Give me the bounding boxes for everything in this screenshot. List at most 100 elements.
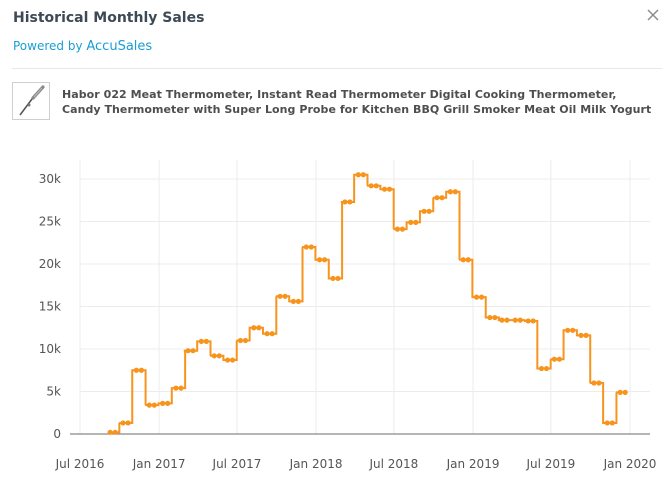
- data-point: [242, 337, 249, 344]
- data-point: [303, 244, 309, 250]
- product-name: Habor 022 Meat Thermometer, Instant Read…: [62, 88, 652, 116]
- y-tick-label: 0: [53, 427, 61, 441]
- meat-thermometer-icon: [19, 85, 45, 116]
- data-point: [399, 226, 406, 232]
- close-icon[interactable]: [644, 6, 662, 24]
- data-point: [282, 293, 288, 299]
- data-point: [609, 420, 615, 426]
- x-tick-label: Jan 2018: [289, 457, 343, 471]
- data-point: [237, 337, 244, 344]
- data-point: [551, 356, 557, 362]
- data-point: [112, 429, 118, 435]
- data-point: [530, 318, 536, 324]
- data-point: [386, 186, 393, 192]
- x-tick-label: Jul 2016: [55, 457, 105, 471]
- data-point: [381, 186, 388, 192]
- data-point: [570, 327, 576, 333]
- data-point: [460, 257, 466, 263]
- data-point: [426, 208, 432, 214]
- data-point: [198, 338, 204, 344]
- data-point: [538, 365, 545, 372]
- data-point: [512, 317, 518, 323]
- data-point: [596, 380, 602, 386]
- data-point: [190, 348, 196, 354]
- data-point: [216, 353, 222, 359]
- data-point: [617, 389, 623, 395]
- data-point: [478, 294, 485, 300]
- data-point: [330, 275, 336, 282]
- data-point: [269, 331, 275, 337]
- data-point: [107, 429, 113, 435]
- data-point: [452, 189, 458, 195]
- data-point: [125, 420, 131, 426]
- data-point: [335, 275, 341, 282]
- y-tick-label: 15k: [39, 300, 61, 314]
- x-tick-label: Jul 2017: [212, 457, 262, 471]
- x-tick-label: Jan 2017: [132, 457, 186, 471]
- data-point: [556, 356, 562, 362]
- powered-by-label: Powered by: [13, 39, 87, 53]
- data-point: [322, 257, 328, 263]
- data-point: [120, 420, 126, 426]
- data-point: [151, 402, 157, 408]
- data-point: [583, 332, 589, 338]
- data-point: [408, 219, 414, 225]
- powered-by: Powered by AccuSales: [13, 39, 152, 54]
- data-point: [368, 183, 374, 189]
- data-point: [347, 199, 353, 205]
- x-tick-label: Jul 2018: [368, 457, 418, 471]
- data-point: [504, 317, 510, 323]
- data-point: [185, 348, 191, 354]
- dialog-title: Historical Monthly Sales: [13, 10, 205, 26]
- y-tick-label: 30k: [39, 172, 61, 186]
- data-point: [173, 385, 179, 391]
- data-point: [434, 195, 440, 201]
- data-point: [578, 332, 584, 338]
- x-tick-label: Jul 2019: [525, 457, 575, 471]
- data-point: [256, 325, 262, 331]
- y-tick-label: 20k: [39, 257, 61, 271]
- data-point: [308, 244, 314, 250]
- data-point: [543, 365, 550, 372]
- x-tick-label: Jan 2020: [603, 457, 657, 471]
- data-point: [264, 331, 270, 337]
- data-point: [133, 367, 140, 373]
- data-point: [178, 385, 184, 391]
- x-tick-label: Jan 2019: [446, 457, 500, 471]
- data-point: [517, 317, 523, 323]
- data-point: [413, 219, 419, 225]
- data-point: [421, 208, 427, 214]
- data-point: [355, 172, 361, 178]
- data-point: [277, 293, 283, 299]
- data-point: [146, 402, 152, 408]
- data-point: [295, 298, 301, 304]
- data-point: [373, 183, 379, 189]
- data-point: [499, 317, 505, 323]
- data-point: [525, 318, 531, 324]
- data-point: [203, 338, 209, 344]
- y-tick-label: 10k: [39, 342, 61, 356]
- data-point: [473, 294, 480, 300]
- data-point: [492, 314, 498, 321]
- data-point: [224, 357, 231, 363]
- product-info: Habor 022 Meat Thermometer, Instant Read…: [12, 82, 652, 120]
- data-point: [447, 189, 453, 195]
- y-tick-label: 5k: [46, 385, 61, 399]
- data-point: [342, 199, 348, 205]
- data-point: [251, 325, 257, 331]
- sales-step-line: [112, 173, 623, 434]
- data-point: [165, 400, 171, 406]
- y-tick-label: 25k: [39, 215, 61, 229]
- data-point: [565, 327, 571, 333]
- brand-link[interactable]: AccuSales: [86, 39, 153, 54]
- data-point: [290, 298, 296, 304]
- data-point: [622, 389, 628, 395]
- data-point: [229, 357, 236, 363]
- data-point: [360, 172, 366, 178]
- data-point: [138, 367, 145, 373]
- data-point: [211, 353, 217, 359]
- data-point: [604, 420, 610, 426]
- data-point: [465, 257, 471, 263]
- data-point: [591, 380, 597, 386]
